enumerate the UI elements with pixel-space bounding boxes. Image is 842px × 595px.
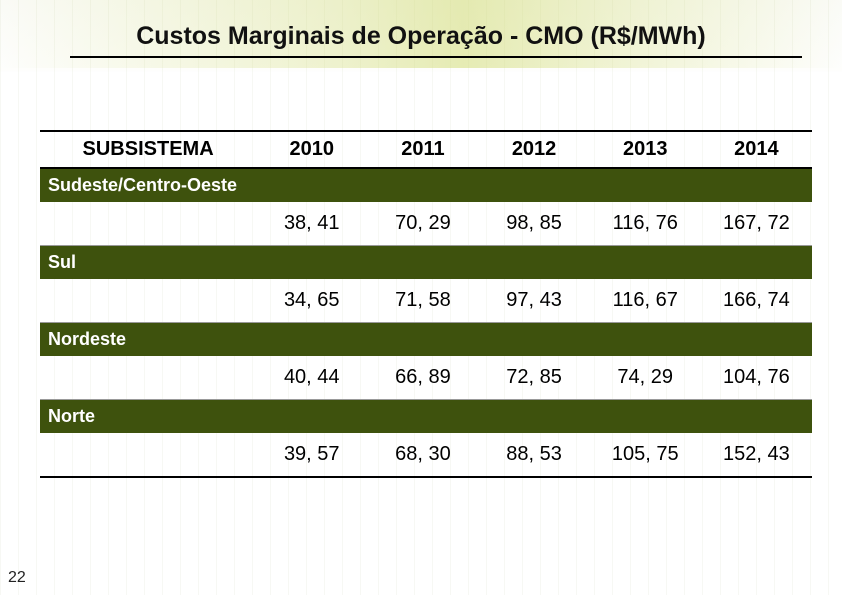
table-row: 40, 44 66, 89 72, 85 74, 29 104, 76 <box>40 356 812 400</box>
table-row: 38, 41 70, 29 98, 85 116, 76 167, 72 <box>40 202 812 246</box>
table-cell: 167, 72 <box>701 202 812 246</box>
table-cell: 152, 43 <box>701 433 812 477</box>
table-cell: 38, 41 <box>256 202 367 246</box>
table-cell-empty <box>40 433 256 477</box>
table-cell: 74, 29 <box>590 356 701 400</box>
table-cell: 166, 74 <box>701 279 812 323</box>
table-cell: 98, 85 <box>478 202 589 246</box>
region-label: Nordeste <box>40 323 812 357</box>
table-col-subsistema: SUBSISTEMA <box>40 131 256 168</box>
cmo-table-container: SUBSISTEMA 2010 2011 2012 2013 2014 Sude… <box>40 130 812 478</box>
cmo-table: SUBSISTEMA 2010 2011 2012 2013 2014 Sude… <box>40 130 812 478</box>
page-number: 22 <box>8 569 26 587</box>
table-col-2011: 2011 <box>367 131 478 168</box>
region-row-sul: Sul <box>40 246 812 280</box>
table-col-2013: 2013 <box>590 131 701 168</box>
table-cell: 105, 75 <box>590 433 701 477</box>
table-col-2014: 2014 <box>701 131 812 168</box>
table-cell: 34, 65 <box>256 279 367 323</box>
table-cell: 97, 43 <box>478 279 589 323</box>
table-cell: 72, 85 <box>478 356 589 400</box>
table-cell: 70, 29 <box>367 202 478 246</box>
table-cell-empty <box>40 356 256 400</box>
table-cell-empty <box>40 202 256 246</box>
table-cell: 116, 76 <box>590 202 701 246</box>
table-cell: 68, 30 <box>367 433 478 477</box>
table-col-2012: 2012 <box>478 131 589 168</box>
table-cell: 71, 58 <box>367 279 478 323</box>
table-col-2010: 2010 <box>256 131 367 168</box>
table-row: 39, 57 68, 30 88, 53 105, 75 152, 43 <box>40 433 812 477</box>
slide: Custos Marginais de Operação - CMO (R$/M… <box>0 0 842 595</box>
title-underline <box>70 56 802 58</box>
table-row: 34, 65 71, 58 97, 43 116, 67 166, 74 <box>40 279 812 323</box>
table-cell: 39, 57 <box>256 433 367 477</box>
region-label: Sudeste/Centro-Oeste <box>40 168 812 202</box>
region-row-seco: Sudeste/Centro-Oeste <box>40 168 812 202</box>
table-cell: 104, 76 <box>701 356 812 400</box>
region-row-nordeste: Nordeste <box>40 323 812 357</box>
table-cell: 116, 67 <box>590 279 701 323</box>
table-cell: 88, 53 <box>478 433 589 477</box>
table-cell-empty <box>40 279 256 323</box>
region-label: Sul <box>40 246 812 280</box>
region-row-norte: Norte <box>40 400 812 434</box>
table-header-row: SUBSISTEMA 2010 2011 2012 2013 2014 <box>40 131 812 168</box>
page-title: Custos Marginais de Operação - CMO (R$/M… <box>0 22 842 51</box>
table-cell: 40, 44 <box>256 356 367 400</box>
table-cell: 66, 89 <box>367 356 478 400</box>
region-label: Norte <box>40 400 812 434</box>
